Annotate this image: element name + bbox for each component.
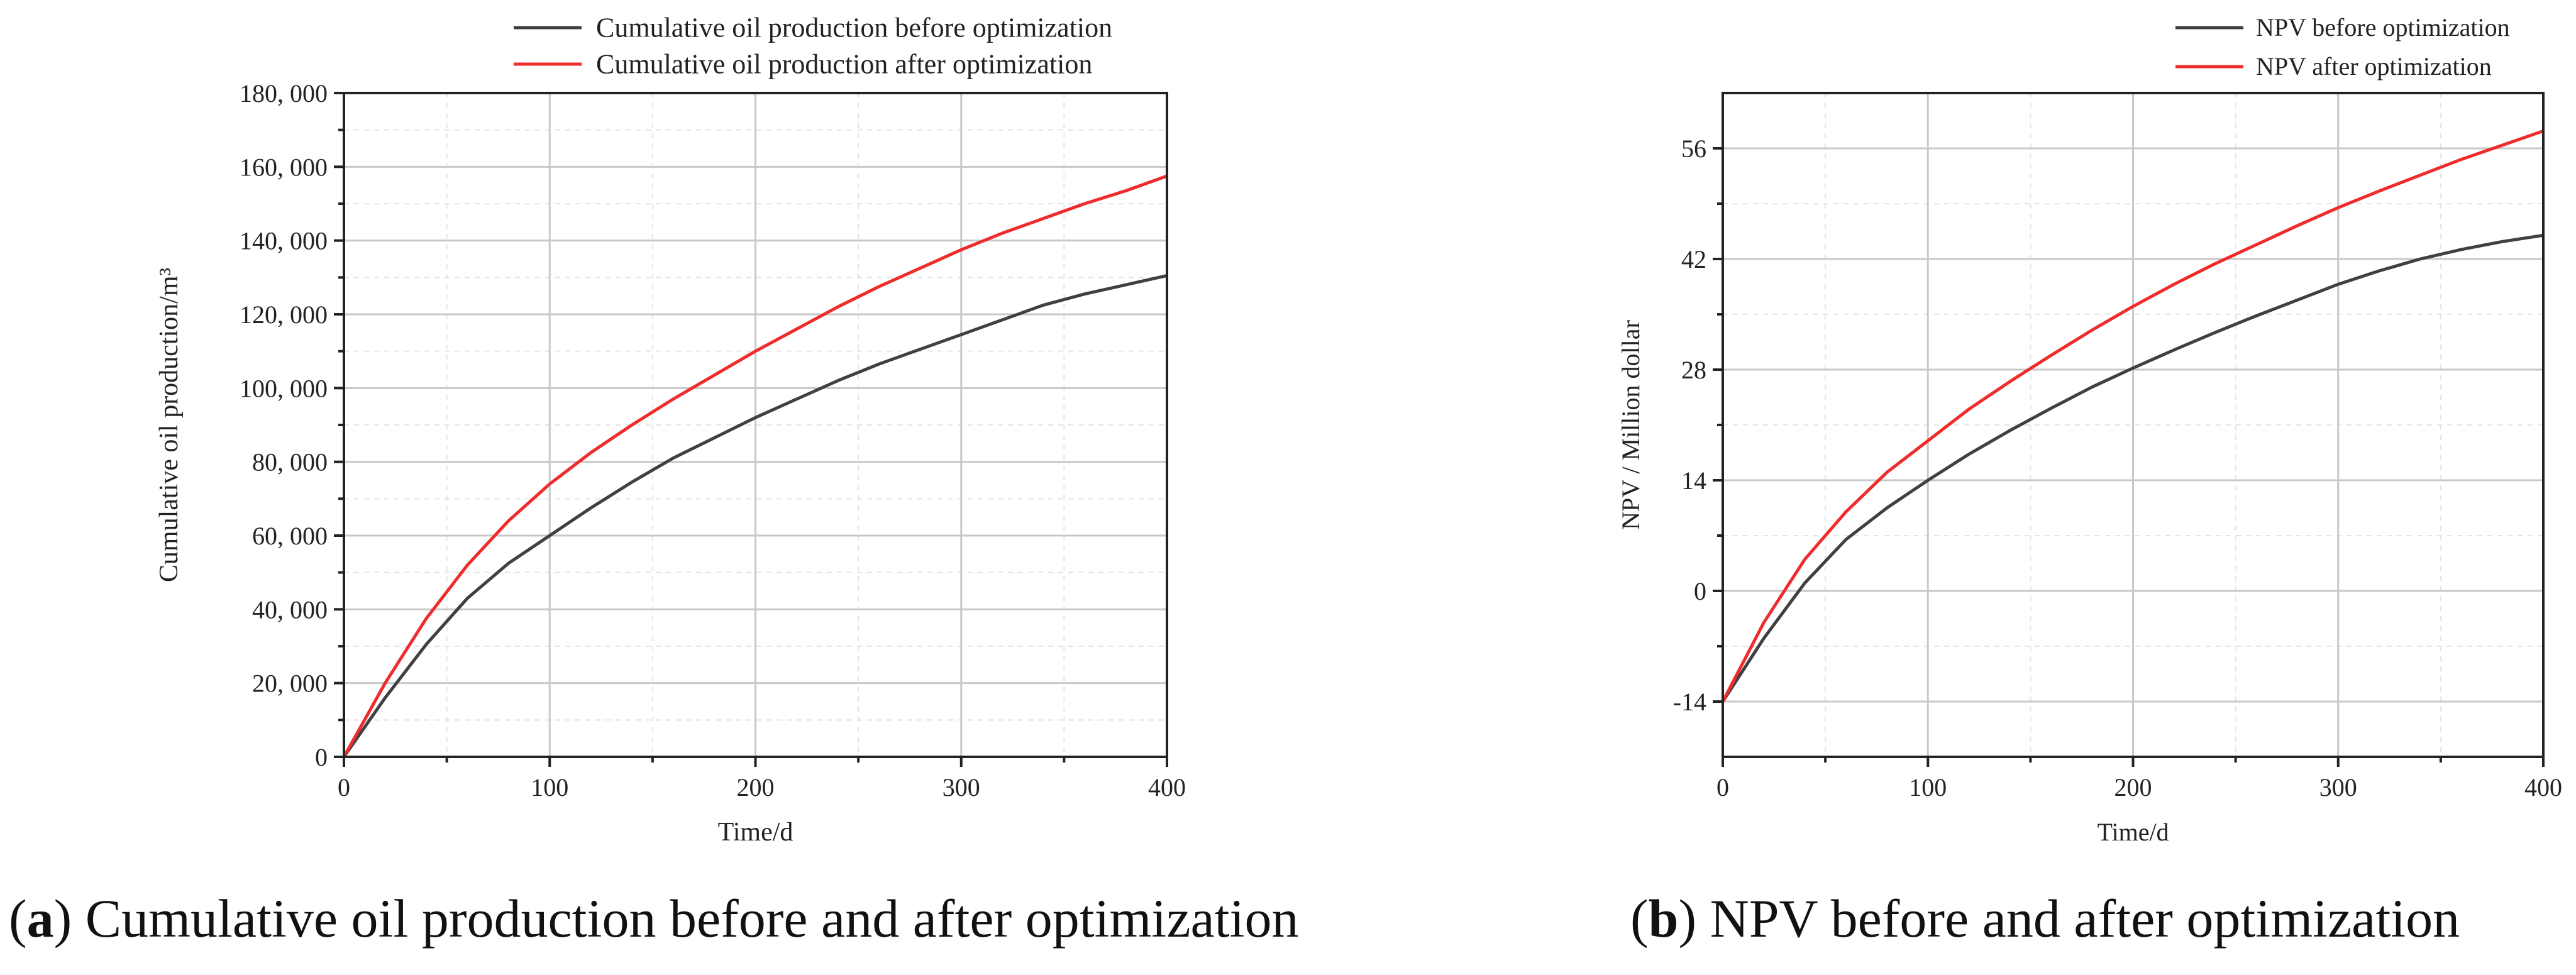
- series-line-b-1: [1721, 233, 2544, 703]
- major-grid-b: [1723, 93, 2543, 757]
- x-tick-label-a: 100: [531, 773, 568, 801]
- y-tick-label-a: 20, 000: [252, 669, 328, 698]
- y-tick-label-a: 160, 000: [240, 153, 328, 181]
- y-tick-label-b: 14: [1681, 466, 1706, 495]
- y-tick-label-b: 56: [1681, 135, 1706, 163]
- caption-b-label: b: [1648, 888, 1679, 949]
- caption-a-text: Cumulative oil production before and aft…: [85, 888, 1299, 949]
- x-axis-label-a: Time/d: [718, 818, 793, 847]
- y-tick-label-b: -14: [1673, 688, 1706, 716]
- caption-a: (a) Cumulative oil production before and…: [9, 888, 1299, 949]
- chart-b: 0 100 200 300 400 -14 0 14 28 42 56 Time/d NPV / Mil…: [1617, 13, 2562, 846]
- legend-label-b-1: NPV before optimization: [2256, 13, 2510, 41]
- x-tick-label-a: 200: [737, 773, 775, 801]
- series-line-a-2: [342, 174, 1168, 758]
- series-line-a-1: [342, 273, 1168, 758]
- y-tick-label-a: 0: [315, 743, 328, 771]
- x-tick-label-b: 200: [2114, 773, 2152, 801]
- y-tick-label-a: 40, 000: [252, 595, 328, 624]
- y-tick-label-a: 80, 000: [252, 448, 328, 476]
- x-tick-label-b: 100: [1909, 773, 1947, 801]
- major-grid-a: [344, 93, 1167, 757]
- caption-b: (b) NPV before and after optimization: [1630, 888, 2460, 949]
- chart-a: 0 100 200 300 400 0 20, 000 40, 000 60, 000 80, 0…: [155, 13, 1186, 847]
- x-tick-label-a: 0: [338, 773, 350, 801]
- x-tick-label-a: 400: [1148, 773, 1186, 801]
- caption-a-label: a: [26, 888, 54, 949]
- legend-label-b-2: NPV after optimization: [2256, 52, 2492, 80]
- y-tick-label-b: 28: [1681, 356, 1706, 384]
- legend-label-a-2: Cumulative oil production after optimiza…: [596, 49, 1092, 80]
- x-axis-label-b: Time/d: [2097, 818, 2169, 846]
- y-tick-label-b: 0: [1694, 577, 1706, 605]
- minor-grid-a: [344, 93, 1167, 757]
- ticks-b: [1713, 147, 2545, 767]
- x-tick-label-b: 300: [2319, 773, 2357, 801]
- y-axis-label-b: NPV / Million dollar: [1617, 320, 1645, 530]
- caption-b-text: NPV before and after optimization: [1710, 888, 2460, 949]
- y-tick-label-a: 100, 000: [240, 374, 328, 402]
- y-tick-label-b: 42: [1681, 245, 1706, 273]
- x-tick-label-a: 300: [943, 773, 980, 801]
- x-tick-label-b: 0: [1716, 773, 1729, 801]
- y-tick-label-a: 180, 000: [240, 79, 328, 107]
- y-tick-label-a: 60, 000: [252, 522, 328, 550]
- series-line-b-2: [1721, 129, 2544, 703]
- x-tick-label-b: 400: [2524, 773, 2562, 801]
- minor-grid-b: [1723, 93, 2543, 757]
- y-tick-label-a: 140, 000: [240, 227, 328, 255]
- legend-label-a-1: Cumulative oil production before optimiz…: [596, 13, 1112, 43]
- y-axis-label-a: Cumulative oil production/m³: [155, 268, 184, 582]
- y-tick-label-a: 120, 000: [240, 300, 328, 329]
- ticks-a: [334, 92, 1168, 767]
